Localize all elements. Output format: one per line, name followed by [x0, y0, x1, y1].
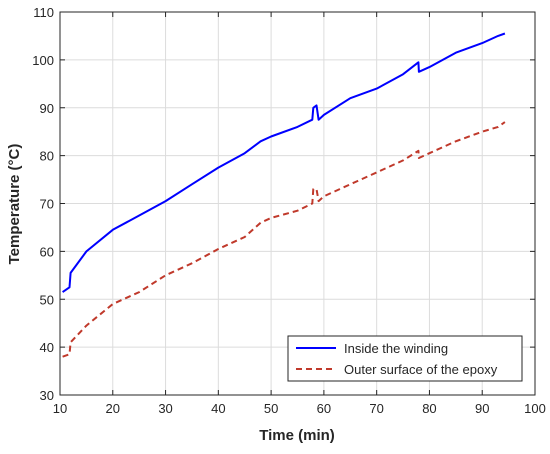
x-tick-label: 40 [211, 401, 225, 416]
y-tick-label: 100 [32, 53, 54, 68]
y-tick-label: 110 [33, 5, 54, 20]
x-axis-title: Time (min) [259, 427, 335, 444]
x-tick-label: 60 [317, 401, 331, 416]
axis-ticks: 10 20 30 40 50 60 70 80 90 100 30 40 50 60 70 80 90 100 11… [32, 5, 546, 416]
inside-winding-line [62, 32, 506, 293]
x-tick-label: 20 [106, 401, 120, 416]
x-tick-label: 100 [524, 401, 546, 416]
x-tick-label: 30 [158, 401, 172, 416]
epoxy-surface-line [62, 121, 506, 358]
legend-label-inside-winding: Inside the winding [344, 341, 448, 356]
legend-box [287, 335, 523, 382]
x-tick-label: 70 [369, 401, 383, 416]
y-tick-label: 50 [40, 292, 54, 307]
x-tick-label: 90 [475, 401, 489, 416]
y-axis-title: Temperature (°C) [6, 144, 23, 265]
y-tick-label: 60 [40, 244, 54, 259]
x-tick-label: 10 [53, 401, 67, 416]
x-tick-label: 50 [264, 401, 278, 416]
y-tick-label: 80 [40, 149, 54, 164]
legend-label-epoxy-surface: Outer surface of the epoxy [344, 362, 498, 377]
y-tick-label: 70 [40, 197, 54, 212]
plot-lines [62, 32, 506, 358]
x-tick-label: 80 [422, 401, 436, 416]
y-tick-label: 30 [40, 388, 54, 403]
y-tick-label: 40 [40, 340, 54, 355]
legend: Inside the winding Outer surface of the … [287, 335, 523, 382]
y-tick-label: 90 [40, 101, 54, 116]
